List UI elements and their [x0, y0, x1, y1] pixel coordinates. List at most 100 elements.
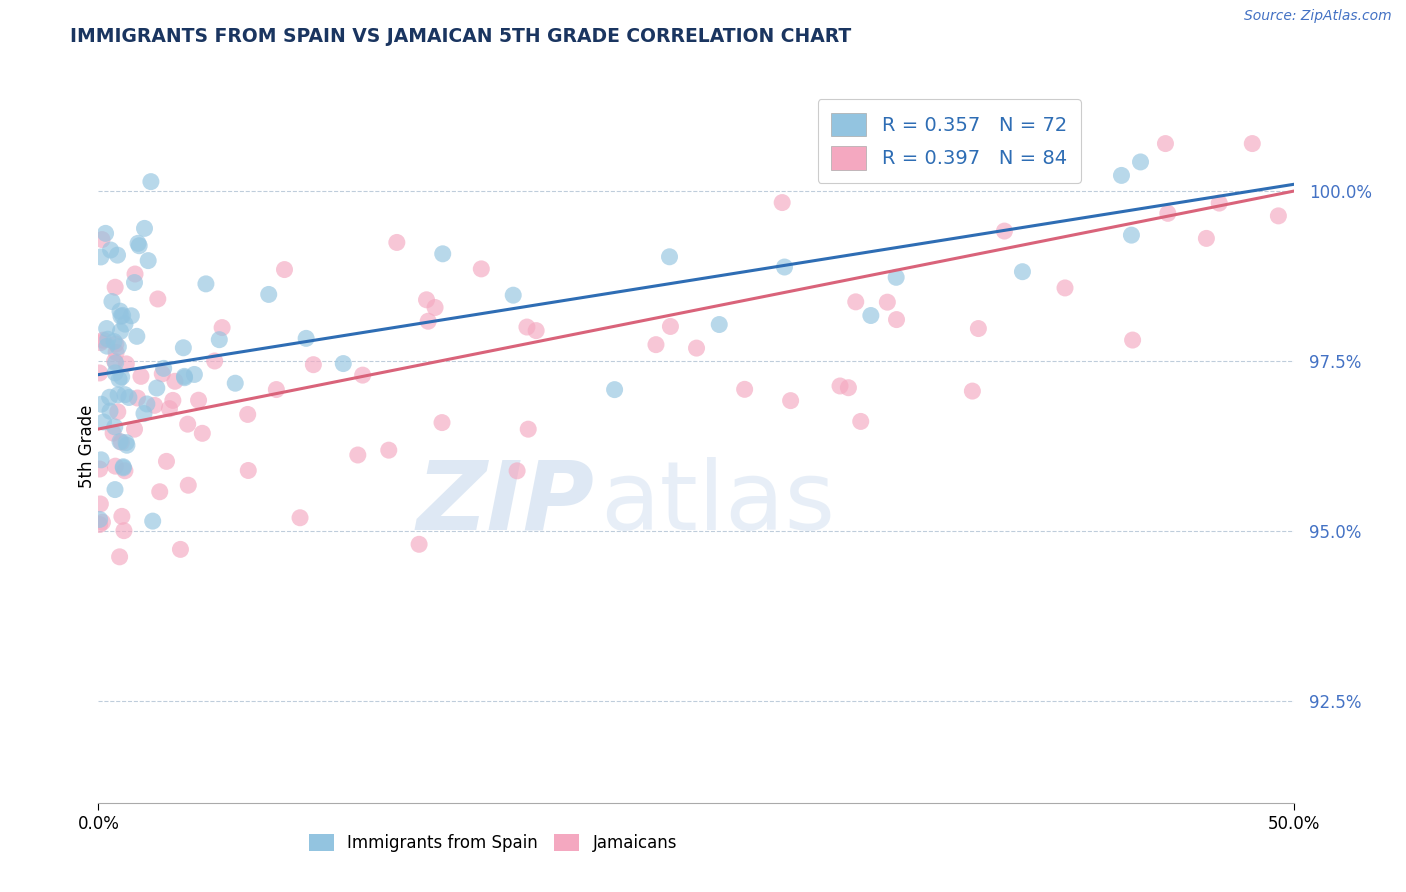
Point: [770, 195, 793, 210]
Point: [94, 227, 117, 241]
Point: [142, 514, 165, 528]
Legend: Immigrants from Spain, Jamaicans: Immigrants from Spain, Jamaicans: [302, 827, 683, 859]
Point: [993, 224, 1015, 238]
Point: [91, 515, 114, 529]
Point: [266, 383, 288, 397]
Point: [110, 324, 132, 338]
Point: [129, 369, 152, 384]
Point: [108, 304, 131, 318]
Point: [101, 294, 124, 309]
Point: [115, 435, 138, 450]
Point: [115, 357, 138, 371]
Text: ZIP: ZIP: [416, 457, 595, 549]
Point: [962, 384, 984, 398]
Point: [112, 459, 135, 474]
Point: [177, 478, 200, 492]
Point: [502, 288, 524, 302]
Point: [107, 388, 129, 402]
Point: [104, 483, 127, 497]
Point: [90, 397, 112, 411]
Point: [146, 292, 169, 306]
Point: [98, 390, 121, 404]
Point: [105, 345, 128, 359]
Point: [169, 542, 191, 557]
Point: [517, 422, 540, 436]
Point: [125, 329, 148, 343]
Point: [845, 294, 868, 309]
Point: [114, 464, 136, 478]
Point: [658, 250, 681, 264]
Point: [645, 337, 668, 351]
Point: [238, 463, 260, 477]
Point: [408, 537, 430, 551]
Point: [132, 407, 155, 421]
Point: [91, 233, 114, 247]
Point: [352, 368, 374, 383]
Point: [104, 337, 127, 351]
Point: [89, 517, 111, 532]
Point: [104, 420, 127, 434]
Point: [295, 331, 318, 345]
Point: [524, 324, 547, 338]
Point: [187, 393, 209, 408]
Point: [127, 391, 149, 405]
Point: [1267, 209, 1289, 223]
Point: [884, 270, 907, 285]
Point: [849, 414, 872, 428]
Point: [1121, 228, 1143, 243]
Point: [1011, 265, 1033, 279]
Point: [415, 293, 437, 307]
Point: [1195, 231, 1218, 245]
Point: [100, 243, 122, 257]
Point: [191, 426, 214, 441]
Point: [224, 376, 246, 391]
Point: [135, 397, 157, 411]
Point: [90, 453, 112, 467]
Point: [159, 401, 181, 416]
Point: [110, 435, 132, 450]
Point: [734, 382, 756, 396]
Point: [423, 301, 446, 315]
Point: [90, 335, 112, 350]
Point: [430, 416, 453, 430]
Point: [93, 415, 115, 429]
Point: [273, 262, 295, 277]
Point: [89, 462, 111, 476]
Point: [104, 354, 127, 368]
Point: [418, 314, 440, 328]
Point: [104, 366, 127, 380]
Point: [103, 334, 125, 349]
Point: [1154, 136, 1177, 151]
Point: [1241, 136, 1264, 151]
Point: [332, 357, 354, 371]
Point: [108, 434, 131, 449]
Point: [378, 443, 401, 458]
Point: [90, 250, 112, 264]
Point: [346, 448, 368, 462]
Text: IMMIGRANTS FROM SPAIN VS JAMAICAN 5TH GRADE CORRELATION CHART: IMMIGRANTS FROM SPAIN VS JAMAICAN 5TH GR…: [70, 27, 852, 45]
Text: Source: ZipAtlas.com: Source: ZipAtlas.com: [1244, 9, 1392, 23]
Point: [112, 524, 135, 538]
Point: [114, 387, 136, 401]
Point: [163, 374, 186, 388]
Point: [124, 267, 146, 281]
Point: [136, 253, 159, 268]
Point: [876, 295, 898, 310]
Point: [111, 509, 134, 524]
Point: [872, 150, 894, 164]
Point: [470, 261, 492, 276]
Point: [837, 381, 859, 395]
Point: [89, 512, 111, 526]
Point: [288, 510, 311, 524]
Point: [152, 361, 174, 376]
Point: [194, 277, 217, 291]
Point: [107, 405, 129, 419]
Point: [1129, 155, 1152, 169]
Point: [128, 238, 150, 252]
Point: [114, 317, 136, 331]
Point: [967, 321, 990, 335]
Point: [1157, 206, 1180, 220]
Point: [183, 368, 205, 382]
Point: [91, 333, 114, 347]
Point: [211, 320, 233, 334]
